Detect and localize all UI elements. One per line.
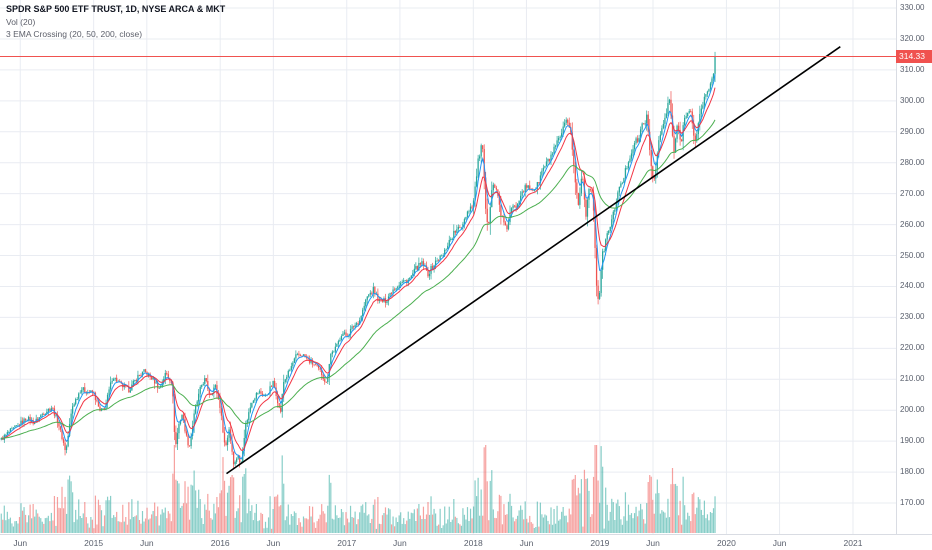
time-axis-label: Jun: [772, 538, 787, 548]
price-tick-label: 240.00: [900, 281, 925, 291]
time-axis-label: 2017: [337, 538, 357, 548]
price-tick-label: 230.00: [900, 312, 925, 322]
price-tick-label: 210.00: [900, 374, 925, 384]
price-tick-label: 170.00: [900, 498, 925, 508]
price-tick-label: 180.00: [900, 467, 925, 477]
time-axis-label: 2018: [463, 538, 483, 548]
time-axis-label: 2020: [716, 538, 736, 548]
price-tick-label: 200.00: [900, 405, 925, 415]
time-axis-label: 2015: [84, 538, 104, 548]
time-axis[interactable]: Jun 2015 Jun 2016 Jun 2017 Jun 2018 Jun 2019 Jun 20…: [0, 534, 932, 550]
price-tick-label: 250.00: [900, 250, 925, 260]
volume-layer: [0, 445, 716, 533]
trendline[interactable]: [226, 46, 841, 475]
price-tick-label: 190.00: [900, 436, 925, 446]
symbol-title[interactable]: SPDR S&P 500 ETF TRUST, 1D, NYSE ARCA & …: [6, 4, 226, 14]
time-axis-label: Jun: [393, 538, 407, 548]
time-axis-label: Jun: [646, 538, 660, 548]
ema-20-line[interactable]: [1, 74, 716, 460]
price-tick-label: 220.00: [900, 343, 925, 353]
time-axis-label: Jun: [266, 538, 281, 548]
price-tick-label: 300.00: [900, 95, 925, 105]
price-tick-label: 280.00: [900, 157, 925, 167]
price-tick-label: 290.00: [900, 126, 925, 136]
time-axis-label: Jun: [13, 538, 28, 548]
price-tick-label: 260.00: [900, 219, 925, 229]
time-axis-label: Jun: [139, 538, 154, 548]
price-tick-label: 270.00: [900, 188, 925, 198]
indicator-volume-label[interactable]: Vol (20): [6, 17, 36, 27]
chart-legend: SPDR S&P 500 ETF TRUST, 1D, NYSE ARCA & …: [6, 4, 225, 41]
indicator-ema-label[interactable]: 3 EMA Crossing (20, 50, 200, close): [6, 29, 143, 39]
time-axis-label: 2021: [843, 538, 863, 548]
chart-plot[interactable]: [0, 0, 896, 534]
ema-200-line[interactable]: [1, 119, 716, 439]
last-price-badge: 314.33: [896, 49, 932, 63]
price-tick-label: 330.00: [900, 3, 925, 12]
time-axis-label: Jun: [519, 538, 534, 548]
price-tick-label: 310.00: [900, 64, 925, 74]
candles-layer: [0, 51, 716, 470]
price-axis[interactable]: 330.00 320.00 310.00 300.00 290.00 280.00 270.…: [896, 0, 932, 534]
time-axis-label: 2016: [210, 538, 230, 548]
grid-layer: [0, 0, 896, 534]
price-tick-label: 320.00: [900, 33, 925, 43]
ema-50-line[interactable]: [1, 87, 716, 451]
time-axis-label: 2019: [590, 538, 610, 548]
